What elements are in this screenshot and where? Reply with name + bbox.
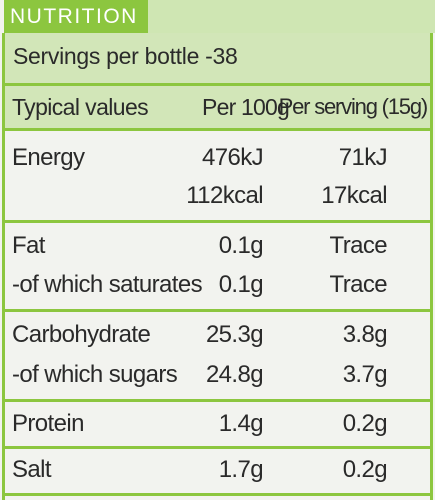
row-protein-label: Protein xyxy=(12,410,84,437)
right-border xyxy=(430,33,433,500)
row-fat-serving: Trace xyxy=(329,232,388,259)
divider-protein xyxy=(5,446,430,449)
divider-servings xyxy=(5,83,430,86)
row-energy-kj-serving: 71kJ xyxy=(338,144,388,171)
row-protein-per100: 1.4g xyxy=(218,410,264,437)
title-strip xyxy=(148,0,435,33)
header-row xyxy=(5,86,430,128)
row-energy-label: Energy xyxy=(12,144,85,171)
row-saturates-per100: 0.1g xyxy=(218,271,264,298)
servings-text: Servings per bottle -38 xyxy=(13,43,238,69)
divider-carbohydrate xyxy=(5,399,430,402)
divider-salt xyxy=(5,493,430,496)
row-energy-kcal-serving: 17kcal xyxy=(321,182,387,209)
row-salt-label: Salt xyxy=(12,456,52,483)
servings-row: Servings per bottle -38 xyxy=(5,33,430,83)
row-carbohydrate-label: Carbohydrate xyxy=(12,321,151,348)
row-saturates-serving: Trace xyxy=(329,271,388,298)
row-salt-per100: 1.7g xyxy=(218,456,264,483)
divider-energy xyxy=(5,220,430,223)
row-sugars-serving: 3.7g xyxy=(342,361,388,388)
row-energy-kj-per100: 476kJ xyxy=(201,144,264,171)
row-energy-kcal-per100: 112kcal xyxy=(186,182,263,209)
row-carbohydrate-per100: 25.3g xyxy=(205,321,264,348)
header-per-serving: Per serving (15g) xyxy=(278,94,429,119)
row-carbohydrate-serving: 3.8g xyxy=(342,321,388,348)
divider-fat xyxy=(5,309,430,312)
header-per-100g: Per 100g xyxy=(202,94,290,120)
header-typical-values: Typical values xyxy=(12,94,149,120)
row-fat-per100: 0.1g xyxy=(218,232,264,259)
nutrition-title: NUTRITION xyxy=(10,5,138,28)
left-border xyxy=(2,33,5,500)
row-fat-label: Fat xyxy=(12,232,45,259)
row-protein-serving: 0.2g xyxy=(342,410,388,437)
divider-header xyxy=(5,128,430,131)
title-bar: NUTRITION xyxy=(4,0,148,33)
row-sugars-label: -of which sugars xyxy=(12,361,178,388)
row-sugars-per100: 24.8g xyxy=(205,361,264,388)
row-saturates-label: -of which saturates xyxy=(12,271,203,298)
row-salt-serving: 0.2g xyxy=(342,456,388,483)
